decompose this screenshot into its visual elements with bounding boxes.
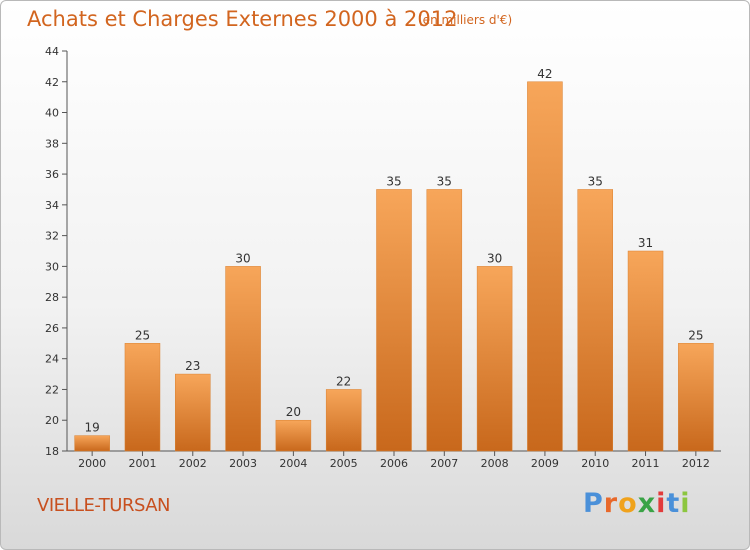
logo-letter: P — [583, 488, 604, 519]
y-tick-label: 38 — [45, 137, 59, 150]
logo-letter: r — [603, 488, 619, 519]
bar-value-label: 25 — [135, 328, 150, 342]
bar-2000 — [74, 435, 110, 452]
logo-letter: x — [637, 488, 657, 519]
commune-name: VIELLE-TURSAN — [37, 495, 170, 516]
logo-letter: i — [656, 488, 667, 519]
y-tick-label: 36 — [45, 168, 59, 181]
x-tick-label: 2010 — [581, 457, 609, 470]
y-tick-label: 18 — [45, 445, 59, 458]
x-tick-label: 2003 — [229, 457, 257, 470]
bar-2010 — [577, 189, 613, 452]
x-tick-label: 2005 — [330, 457, 358, 470]
x-tick-label: 2006 — [380, 457, 408, 470]
bar-value-label: 30 — [487, 251, 502, 265]
bar-value-label: 35 — [386, 174, 401, 188]
y-tick-label: 42 — [45, 76, 59, 89]
y-tick-label: 32 — [45, 230, 59, 243]
bar-value-label: 20 — [286, 405, 301, 419]
bar-2001 — [124, 343, 161, 452]
bar-value-label: 19 — [85, 421, 100, 435]
bar-2002 — [175, 373, 211, 452]
bar-value-label: 25 — [688, 328, 703, 342]
y-tick-label: 22 — [45, 383, 59, 396]
y-tick-label: 26 — [45, 322, 59, 335]
bar-2003 — [225, 266, 261, 452]
bar-value-label: 30 — [235, 251, 250, 265]
y-tick-label: 44 — [45, 45, 59, 58]
bar-2011 — [627, 250, 664, 452]
x-tick-label: 2004 — [279, 457, 307, 470]
y-tick-label: 30 — [45, 260, 59, 273]
bar-value-label: 35 — [588, 174, 603, 188]
y-tick-label: 40 — [45, 107, 59, 120]
y-tick-label: 24 — [45, 353, 59, 366]
proxiti-logo: Proxiti — [583, 488, 691, 519]
bar-2008 — [476, 266, 513, 452]
bar-value-label: 22 — [336, 374, 351, 388]
bar-2009 — [527, 81, 563, 452]
bar-value-label: 35 — [437, 174, 452, 188]
logo-letter: i — [680, 488, 691, 519]
bar-value-label: 23 — [185, 359, 200, 373]
bar-2006 — [376, 189, 412, 452]
logo-letter: o — [618, 488, 638, 519]
x-tick-label: 2011 — [632, 457, 660, 470]
y-tick-label: 28 — [45, 291, 59, 304]
chart-title: Achats et Charges Externes 2000 à 2012 — [27, 7, 458, 31]
x-tick-label: 2009 — [531, 457, 559, 470]
y-tick-label: 34 — [45, 199, 59, 212]
x-tick-label: 2002 — [179, 457, 207, 470]
chart-subtitle: (en milliers d'€) — [418, 13, 513, 27]
bar-value-label: 42 — [537, 67, 552, 81]
bar-2004 — [275, 419, 312, 452]
y-tick-label: 20 — [45, 414, 59, 427]
bar-2012 — [678, 343, 714, 452]
x-tick-label: 2012 — [682, 457, 710, 470]
x-tick-label: 2000 — [78, 457, 106, 470]
bar-value-label: 31 — [638, 236, 653, 250]
logo-letter: t — [666, 488, 681, 519]
bar-2007 — [426, 189, 463, 452]
bar-2005 — [325, 389, 362, 452]
x-tick-label: 2008 — [481, 457, 509, 470]
x-tick-label: 2007 — [430, 457, 458, 470]
x-tick-label: 2001 — [128, 457, 156, 470]
